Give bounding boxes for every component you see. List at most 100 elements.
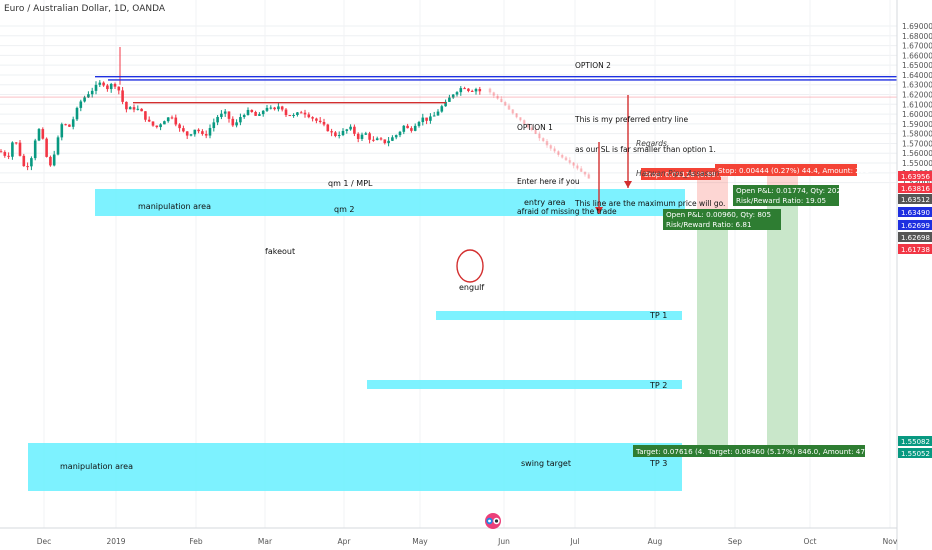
projected-candle-body [515, 113, 518, 118]
candle-body [178, 124, 181, 129]
position1-pnl-label-bg [663, 209, 781, 220]
candle-body [212, 122, 216, 129]
projected-candle-body [541, 138, 545, 142]
price-axis[interactable]: 1.530001.540001.550001.560001.570001.580… [896, 0, 932, 550]
price-tick-label: 1.65000 [902, 61, 932, 70]
candle-body [478, 88, 482, 92]
candle-body [307, 114, 311, 118]
price-marker-label: 1.63816 [901, 185, 930, 193]
candle-body [375, 138, 379, 141]
candle-body [37, 129, 41, 141]
position2-target-label-bg [705, 445, 865, 457]
candle-body [296, 112, 299, 116]
price-tick-label: 1.61000 [902, 100, 932, 109]
time-tick-label: Jun [497, 537, 510, 546]
candle-body [360, 134, 364, 139]
candle-body [79, 101, 83, 108]
candle-body [49, 156, 52, 166]
position2-stop-label: Stop: 0.00444 (0.27%) 44.4, Amount: 291 [718, 166, 869, 175]
candle-body [349, 126, 352, 130]
candle-body [125, 101, 128, 110]
candle-body [387, 140, 390, 144]
position2-pnl-label-bg [733, 185, 839, 196]
candle-body [94, 84, 98, 91]
projected-candle-body [583, 171, 587, 175]
zone-label-manipulation-top: manipulation area [138, 202, 211, 211]
price-marker-bg [898, 194, 932, 204]
candle-body [417, 122, 421, 126]
candle-body [425, 117, 428, 121]
candle-body [246, 109, 250, 116]
candle-body [288, 115, 292, 117]
candle-body [421, 117, 425, 123]
time-tick-label: Oct [804, 537, 817, 546]
projected-candle-body [526, 124, 530, 128]
candle-body [106, 85, 109, 90]
candle-body [117, 86, 121, 91]
price-tick-label: 1.56000 [902, 149, 932, 158]
option1-line: afraid of missing the trade [517, 207, 617, 216]
option2-line: OPTION 2 [575, 61, 611, 70]
candle-body [64, 124, 67, 126]
candle-body [303, 112, 307, 115]
position2-pnl-label: Open P&L: 0.01774, Qty: 2027 [736, 186, 846, 195]
candle-body [144, 111, 147, 120]
option2-line: This line are the maximum price will go. [575, 199, 726, 208]
candle-body [208, 128, 212, 136]
candle-body [71, 119, 75, 127]
projected-candle-body [507, 105, 511, 110]
projected-candle-body [564, 157, 568, 161]
price-marker-label: 1.63512 [901, 196, 930, 204]
price-marker-label: 1.61738 [901, 246, 930, 254]
candle-body [326, 124, 330, 132]
candle-body [30, 158, 33, 167]
projected-candle-body [576, 165, 579, 169]
zone-label-tp2: TP 2 [649, 381, 667, 390]
tradingview-logo-icon [485, 513, 501, 529]
candle-body [75, 107, 79, 120]
candle-body [170, 117, 174, 119]
candle-body [451, 94, 455, 98]
chart-title: Euro / Australian Dollar, 1D, OANDA [4, 4, 166, 14]
position2-stop-label-bg [715, 164, 857, 176]
candle-body [155, 125, 159, 128]
regards-line: Regards, [636, 139, 670, 148]
candle-body [147, 119, 151, 122]
projected-candle-body [492, 92, 496, 96]
candle-body [18, 142, 22, 156]
candle-body [463, 88, 466, 90]
candle-body [444, 101, 447, 107]
price-marker-bg [898, 232, 932, 242]
candle-body [448, 97, 451, 102]
candle-body [22, 155, 26, 167]
candle-body [151, 121, 155, 126]
candle-body [334, 132, 337, 136]
price-tick-label: 1.60000 [902, 110, 932, 119]
candle-body [185, 131, 189, 136]
candle-body [109, 83, 113, 90]
candle-body [163, 121, 166, 125]
candle-body [3, 152, 7, 156]
time-tick-label: Dec [37, 537, 52, 546]
projected-candle-body [530, 127, 534, 131]
projected-candle-body [579, 168, 583, 172]
candle-body [41, 129, 45, 139]
candle-layer [0, 47, 591, 179]
projected-candle-body [568, 160, 572, 163]
time-axis[interactable]: Dec 2019 Feb Mar Apr May Jun Jul Aug Sep Oct Nov [0, 527, 898, 546]
price-marker-label: 1.55082 [901, 438, 930, 446]
position1-stop-label-bg [641, 168, 721, 180]
candle-body [368, 133, 371, 140]
candle-body [280, 106, 284, 110]
projected-candle-body [545, 141, 549, 146]
position1-target-label-bg [633, 445, 725, 457]
time-tick-label: Apr [338, 537, 352, 546]
projected-candle-body [519, 117, 522, 121]
candle-body [98, 82, 102, 85]
projected-candle-body [488, 88, 492, 93]
candle-body [394, 135, 398, 138]
price-marker-label: 1.62698 [901, 234, 930, 242]
zone-rect [367, 380, 682, 389]
candle-body [432, 115, 436, 117]
